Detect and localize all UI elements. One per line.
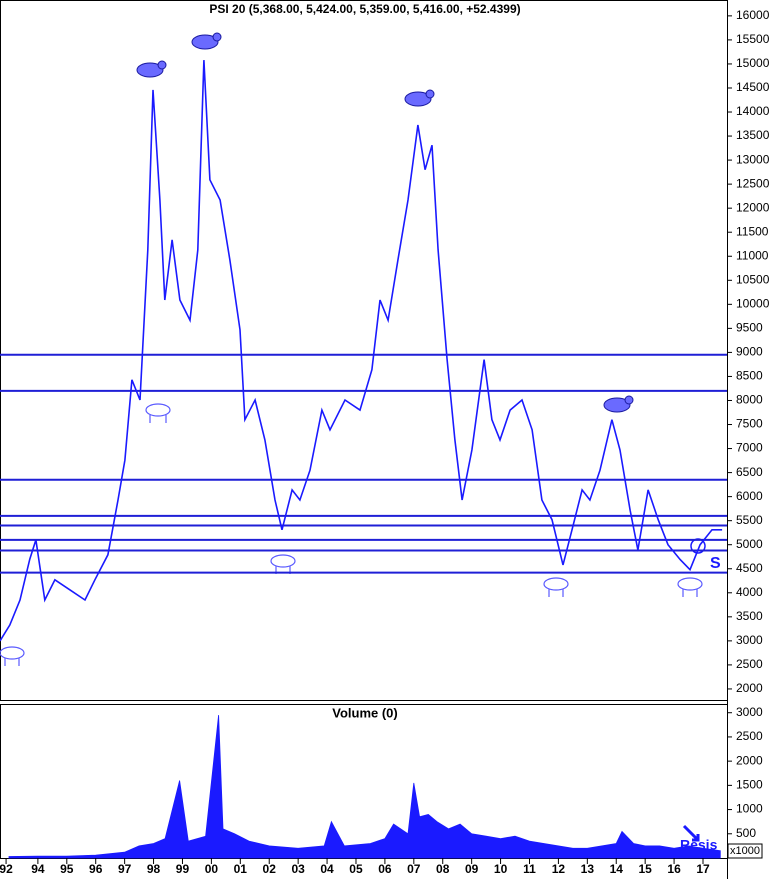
bull-icon <box>145 403 171 423</box>
y-tick-label: 12000 <box>736 200 770 214</box>
arrow-icon <box>682 824 700 842</box>
unit-label: x1000 <box>730 845 760 857</box>
y-tick-label: 16000 <box>736 8 770 22</box>
y-tick-label: 7000 <box>736 441 763 455</box>
x-tick-label: 97 <box>118 862 132 876</box>
y-tick-label: 2000 <box>736 681 763 695</box>
x-tick-label: 15 <box>638 862 652 876</box>
x-tick-label: 92 <box>0 862 13 876</box>
y-tick-label: 2500 <box>736 729 763 743</box>
y-tick-label: 3000 <box>736 633 763 647</box>
x-tick-label: 14 <box>610 862 624 876</box>
y-tick-label: 9500 <box>736 321 763 335</box>
x-tick-label: 06 <box>378 862 392 876</box>
y-tick-label: 2500 <box>736 657 763 671</box>
x-tick-label: 16 <box>667 862 681 876</box>
y-tick-label: 13500 <box>736 128 770 142</box>
x-tick-label: 12 <box>552 862 566 876</box>
y-tick-label: 1500 <box>736 778 763 792</box>
bear-icon <box>404 89 435 107</box>
y-tick-label: 2000 <box>736 753 763 767</box>
x-tick-label: 17 <box>696 862 710 876</box>
y-tick-label: 15500 <box>736 32 770 46</box>
y-tick-label: 6500 <box>736 465 763 479</box>
y-tick-label: 7500 <box>736 417 763 431</box>
bull-icon <box>677 577 703 597</box>
x-tick-label: 94 <box>31 862 45 876</box>
y-tick-label: 14000 <box>736 104 770 118</box>
y-tick-label: 3000 <box>736 705 763 719</box>
y-tick-label: 10500 <box>736 272 770 286</box>
y-tick-label: 5000 <box>736 537 763 551</box>
bull-icon <box>0 646 25 666</box>
x-tick-label: 07 <box>407 862 421 876</box>
bear-icon <box>136 60 167 78</box>
x-tick-label: 99 <box>176 862 190 876</box>
x-tick-label: 11 <box>523 862 536 876</box>
y-tick-label: 14500 <box>736 80 770 94</box>
x-tick-label: 00 <box>205 862 219 876</box>
y-tick-label: 4000 <box>736 585 763 599</box>
x-tick-label: 01 <box>234 862 248 876</box>
y-tick-label: 11000 <box>736 248 769 262</box>
y-tick-label: 15000 <box>736 56 770 70</box>
unit-box <box>727 843 763 859</box>
y-tick-label: 500 <box>736 826 756 840</box>
bull-icon <box>543 577 569 597</box>
x-tick-label: 04 <box>320 862 334 876</box>
y-tick-label: 8000 <box>736 393 763 407</box>
y-tick-label: 10000 <box>736 296 770 310</box>
price-line <box>0 60 723 642</box>
x-tick-label: 10 <box>494 862 508 876</box>
x-tick-label: 95 <box>60 862 74 876</box>
annotation: S <box>710 555 721 572</box>
y-tick-label: 11500 <box>736 224 769 238</box>
x-tick-label: 03 <box>291 862 305 876</box>
bear-icon <box>603 395 634 413</box>
bear-icon <box>191 32 222 50</box>
y-tick-label: 3500 <box>736 609 763 623</box>
volume-area <box>8 715 721 859</box>
y-tick-label: 4500 <box>736 561 763 575</box>
x-tick-label: 96 <box>89 862 103 876</box>
volume-title: Volume (0) <box>332 705 398 720</box>
y-tick-label: 13000 <box>736 152 770 166</box>
x-tick-label: 02 <box>263 862 277 876</box>
x-tick-label: 05 <box>349 862 363 876</box>
y-tick-label: 9000 <box>736 345 763 359</box>
x-tick-label: 98 <box>147 862 161 876</box>
y-tick-label: 12500 <box>736 176 770 190</box>
x-tick-label: 09 <box>465 862 479 876</box>
x-tick-label: 13 <box>581 862 595 876</box>
y-tick-label: 8500 <box>736 369 763 383</box>
y-tick-label: 5500 <box>736 513 763 527</box>
x-tick-label: 08 <box>436 862 450 876</box>
chart-title: PSI 20 (5,368.00, 5,424.00, 5,359.00, 5,… <box>209 2 520 16</box>
y-tick-label: 6000 <box>736 489 763 503</box>
y-tick-label: 1000 <box>736 802 763 816</box>
